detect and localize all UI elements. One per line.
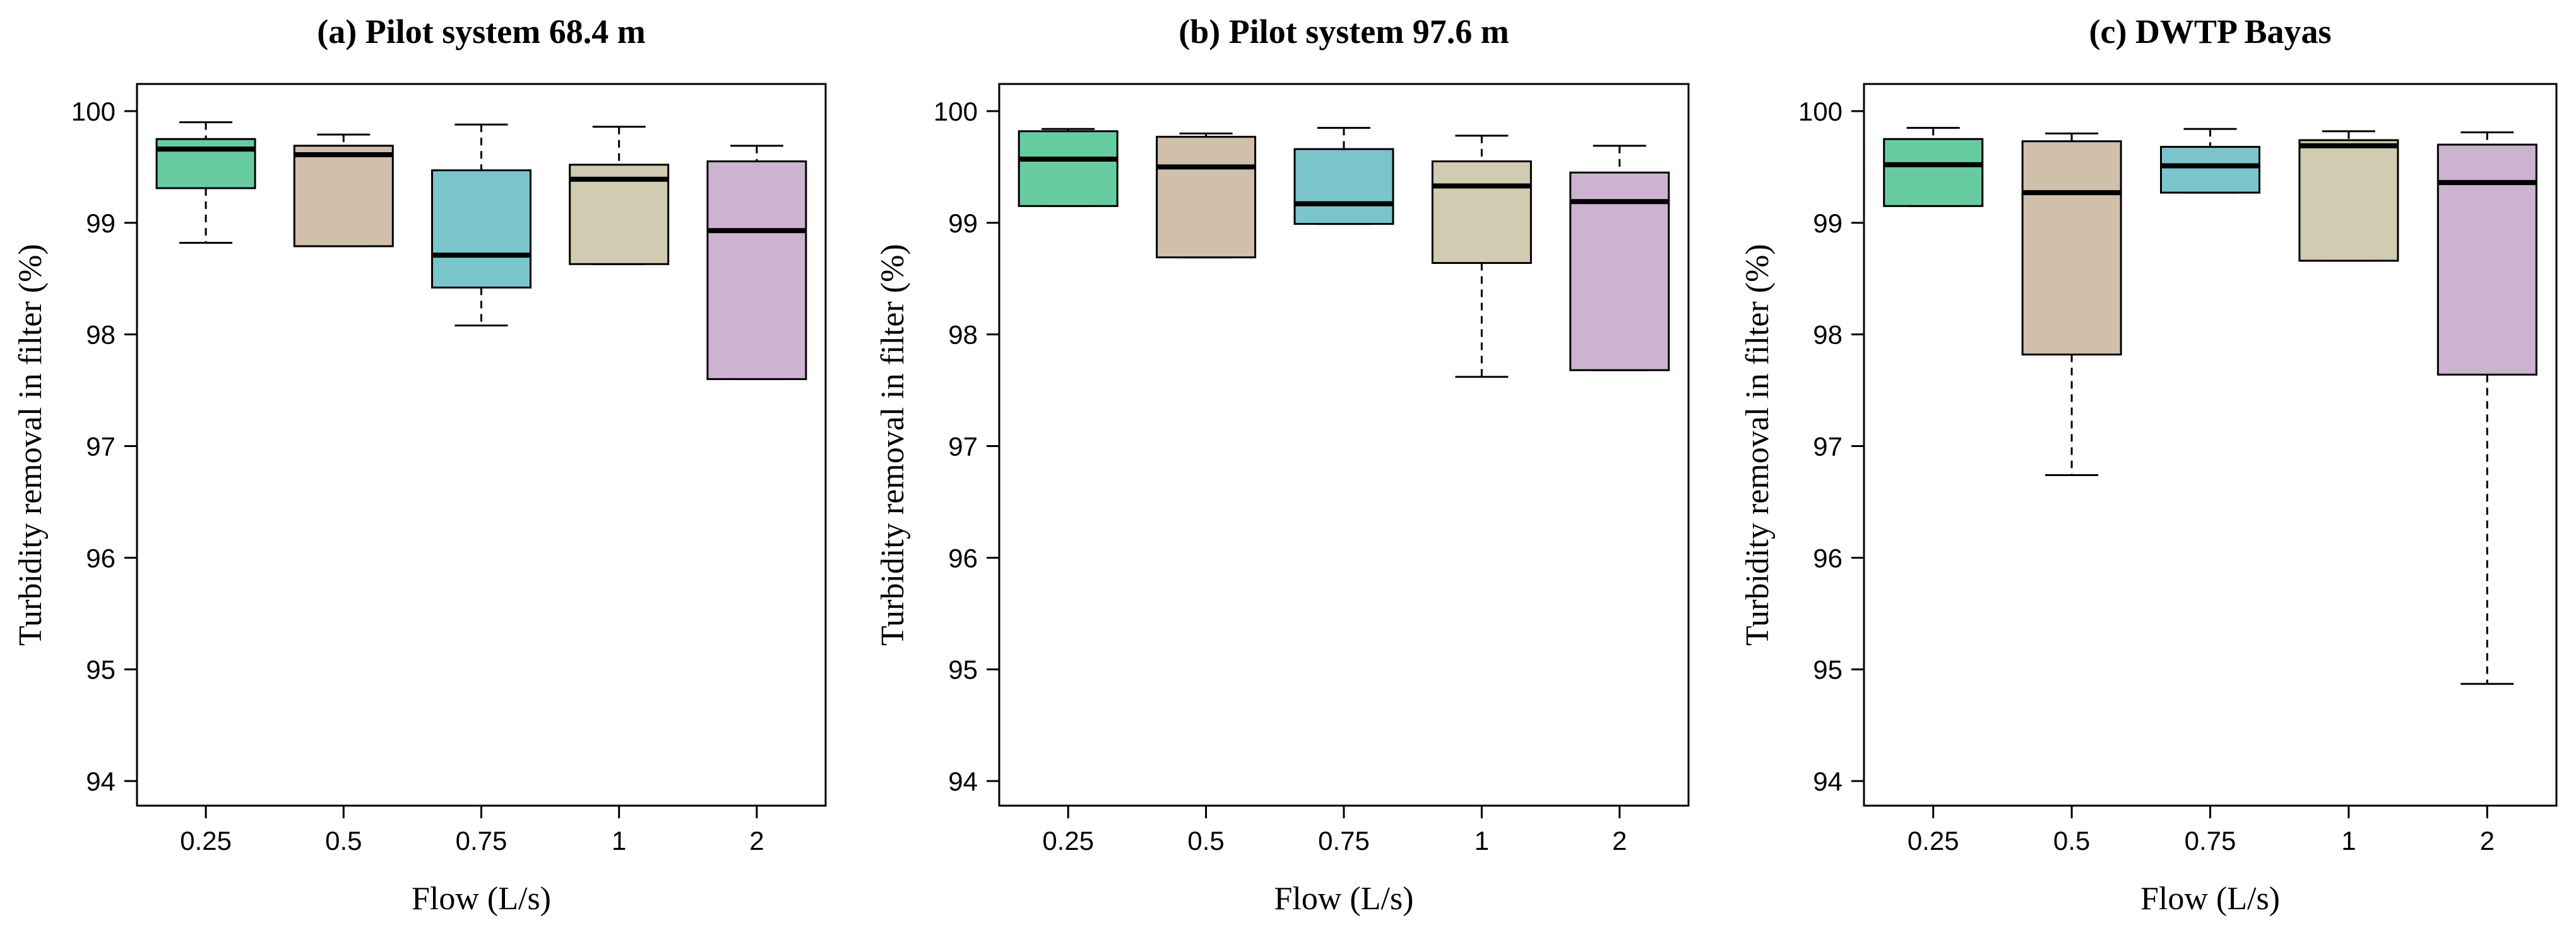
chart-panel-3: (c) DWTP Bayas 94 95 96 97 98 99 100 Turbidity r… xyxy=(1740,13,2558,917)
iqr-box xyxy=(1293,148,1394,225)
box-0.75 xyxy=(1293,127,1394,225)
iqr-box xyxy=(155,138,256,189)
y-axis-label: Turbidity removal in filter (%) xyxy=(875,244,911,645)
chart-title: (b) Pilot system 97.6 m xyxy=(1178,13,1509,51)
iqr-box xyxy=(2160,146,2260,194)
x-tick-label: 0.75 xyxy=(456,826,507,856)
iqr-box xyxy=(293,145,394,248)
chart-title: (c) DWTP Bayas xyxy=(2089,13,2332,51)
x-tick-label: 2 xyxy=(2480,826,2495,856)
y-tick-label: 98 xyxy=(86,320,116,350)
chart-title: (a) Pilot system 68.4 m xyxy=(317,13,645,51)
x-tick-label: 0.25 xyxy=(1042,826,1094,856)
iqr-box xyxy=(706,160,807,380)
y-tick-label: 100 xyxy=(934,97,978,126)
box-0.5 xyxy=(293,133,394,248)
box-0.75 xyxy=(431,123,531,327)
box-0.25 xyxy=(1883,127,1984,207)
y-tick-label: 96 xyxy=(948,543,978,573)
chart-panel-2: (b) Pilot system 97.6 m 94 95 96 97 98 99 100 Tu… xyxy=(875,13,1690,917)
y-tick-label: 94 xyxy=(86,767,116,796)
x-tick-label: 0.75 xyxy=(1318,826,1370,856)
box-0.75 xyxy=(2160,128,2260,194)
x-axis-label: Flow (L/s) xyxy=(1274,881,1414,917)
iqr-box xyxy=(1018,130,1119,207)
iqr-box xyxy=(431,169,531,289)
x-tick-label: 0.5 xyxy=(2053,826,2090,856)
x-tick-label: 2 xyxy=(749,826,764,856)
box-0.5 xyxy=(1156,132,1257,259)
iqr-box xyxy=(1883,138,1984,207)
x-tick-label: 0.25 xyxy=(1908,826,1959,856)
x-axis-label: Flow (L/s) xyxy=(2140,881,2280,917)
y-tick-label: 96 xyxy=(1813,543,1843,573)
y-tick-label: 100 xyxy=(1798,97,1843,126)
x-tick-label: 2 xyxy=(1612,826,1627,856)
iqr-box xyxy=(2298,139,2399,262)
iqr-box xyxy=(2437,143,2537,376)
box-2 xyxy=(706,145,807,380)
y-tick-label: 96 xyxy=(86,543,116,573)
y-tick-label: 94 xyxy=(948,767,978,796)
y-tick-label: 95 xyxy=(1813,655,1843,684)
y-tick-label: 98 xyxy=(1813,320,1843,350)
y-tick-label: 97 xyxy=(1813,432,1843,462)
x-tick-label: 1 xyxy=(1475,826,1489,856)
iqr-box xyxy=(1431,160,1532,264)
y-axis-label: Turbidity removal in filter (%) xyxy=(13,244,49,645)
y-tick-label: 99 xyxy=(948,208,978,238)
iqr-box xyxy=(1569,171,1670,371)
y-tick-label: 95 xyxy=(948,655,978,684)
box-0.25 xyxy=(1018,128,1119,207)
box-1 xyxy=(1431,134,1532,378)
x-tick-label: 0.5 xyxy=(325,826,362,856)
x-tick-label: 0.5 xyxy=(1187,826,1224,856)
box-2 xyxy=(1569,145,1670,371)
x-tick-label: 1 xyxy=(612,826,626,856)
x-tick-label: 0.75 xyxy=(2185,826,2236,856)
box-2 xyxy=(2437,131,2537,685)
y-tick-label: 95 xyxy=(86,655,116,684)
y-tick-label: 99 xyxy=(1813,208,1843,238)
iqr-box xyxy=(2021,140,2122,355)
y-tick-label: 97 xyxy=(948,432,978,462)
box-0.5 xyxy=(2021,132,2122,476)
chart-panel-1: (a) Pilot system 68.4 m 94 95 96 97 98 99 100 Tu… xyxy=(13,13,827,917)
box-0.25 xyxy=(155,121,256,244)
y-tick-label: 99 xyxy=(86,208,116,238)
y-tick-label: 98 xyxy=(948,320,978,350)
y-tick-label: 97 xyxy=(86,432,116,462)
box-1 xyxy=(2298,130,2399,262)
box-1 xyxy=(569,126,670,265)
x-axis-label: Flow (L/s) xyxy=(412,881,551,917)
iqr-box xyxy=(1156,136,1257,259)
y-axis-label: Turbidity removal in filter (%) xyxy=(1740,244,1776,645)
y-tick-label: 94 xyxy=(1813,767,1843,796)
x-tick-label: 1 xyxy=(2341,826,2356,856)
y-tick-label: 100 xyxy=(71,97,116,126)
x-tick-label: 0.25 xyxy=(180,826,232,856)
